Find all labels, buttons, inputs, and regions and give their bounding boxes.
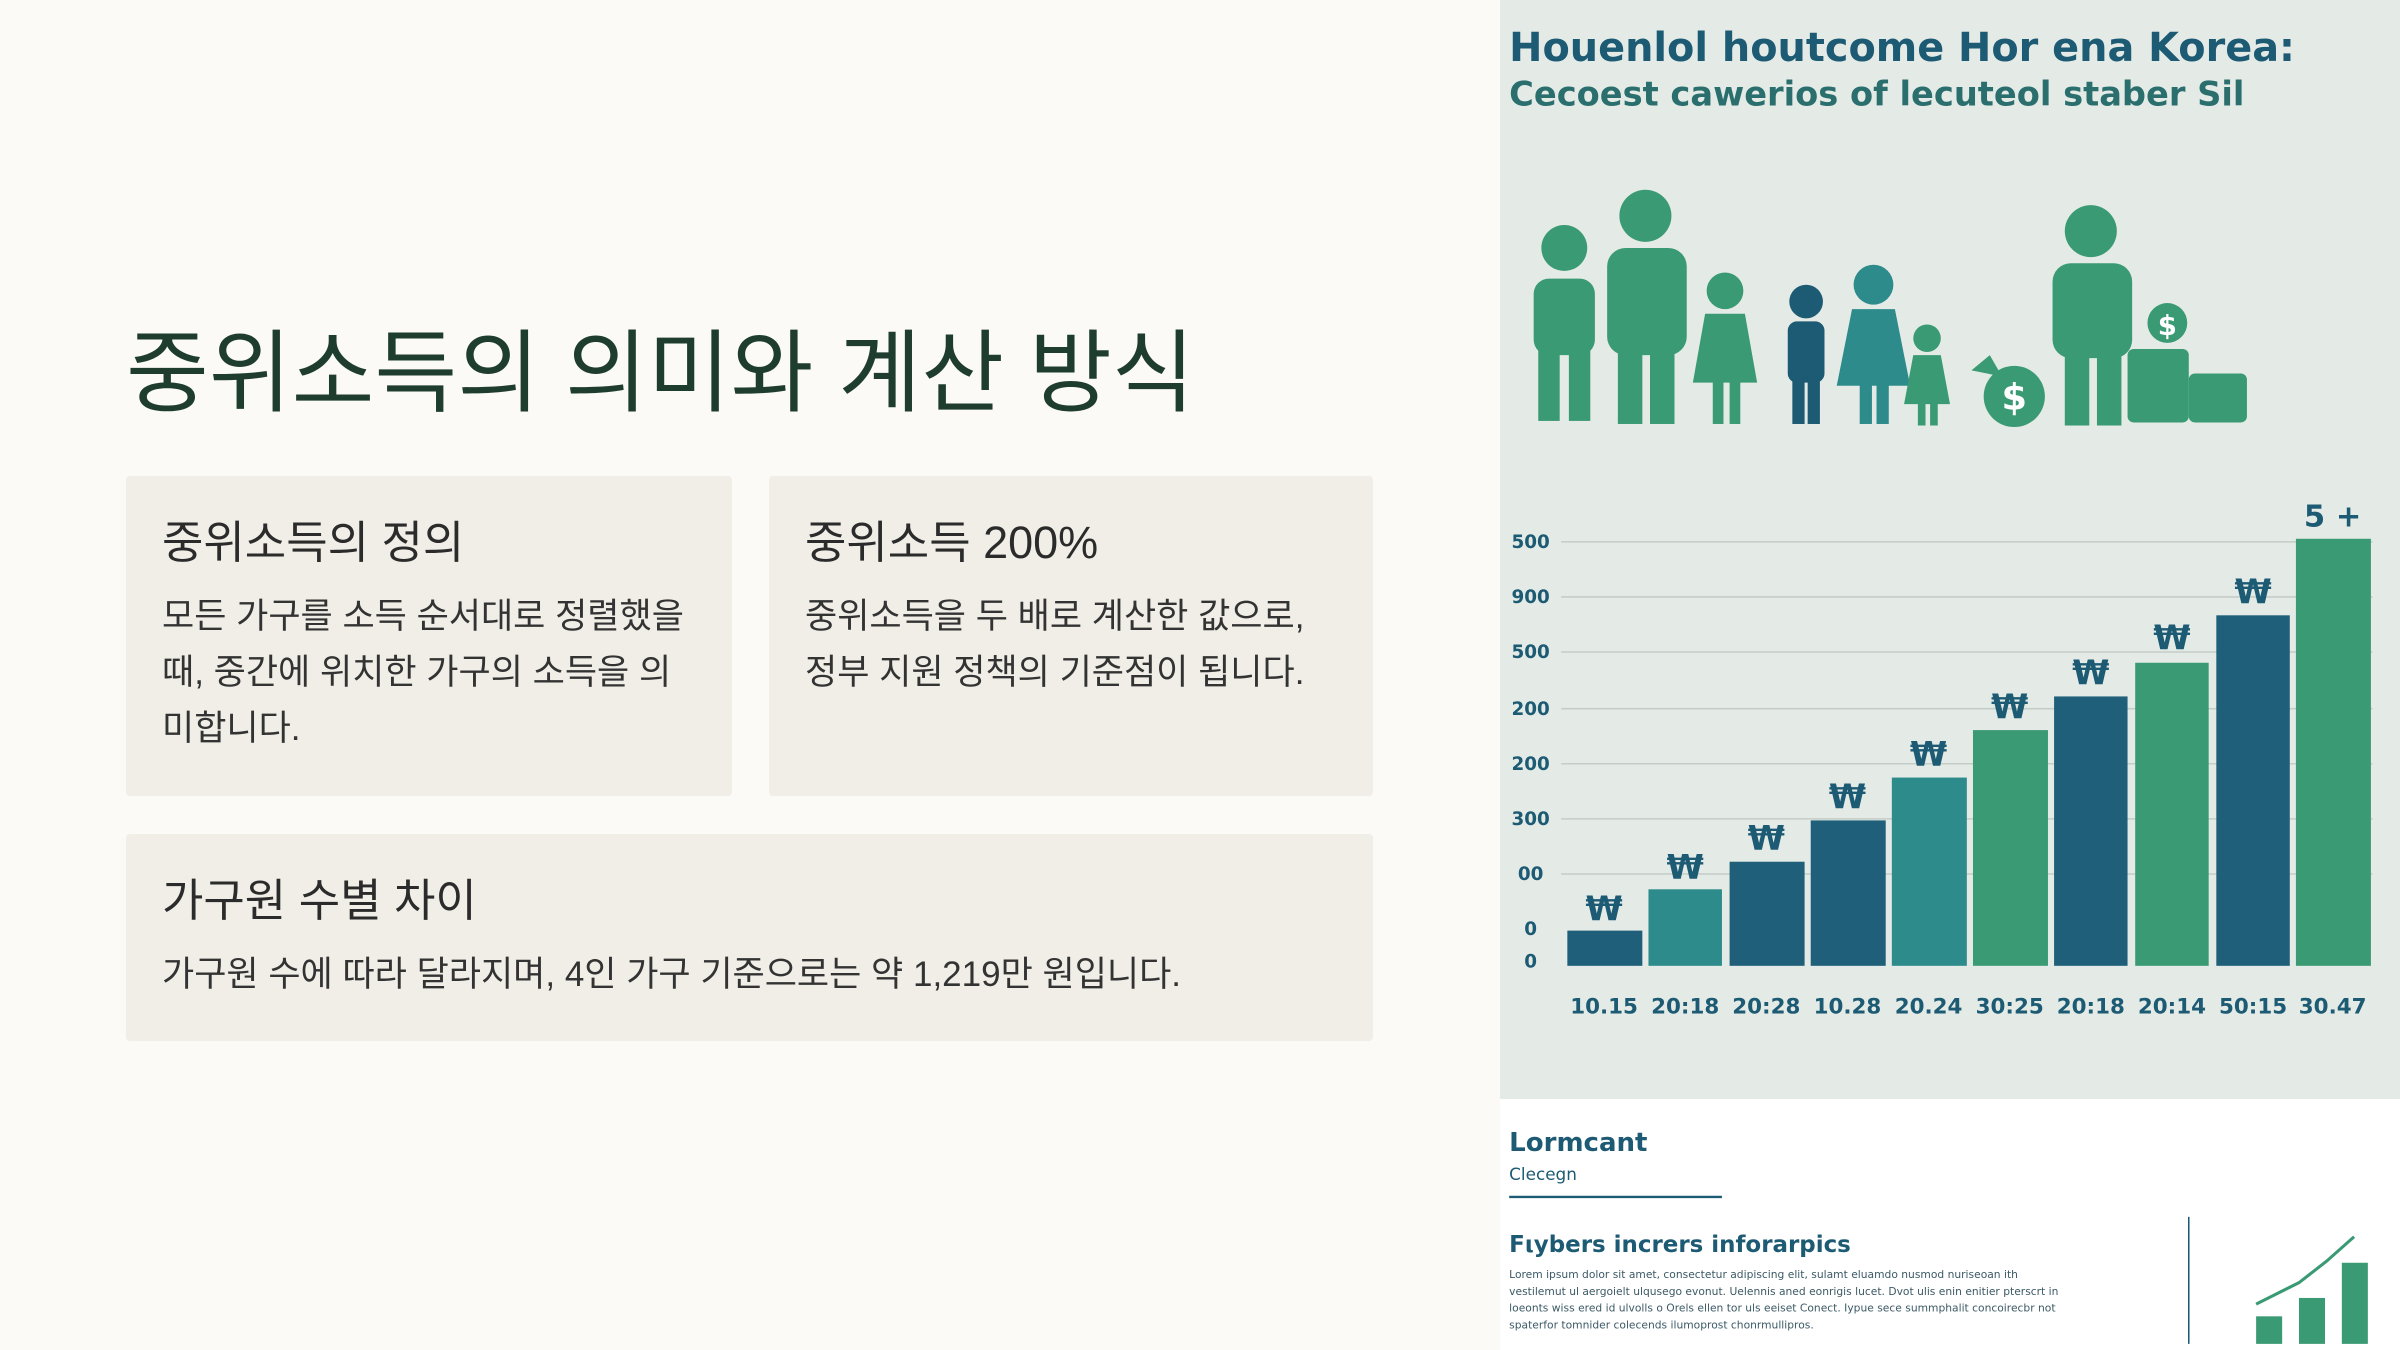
card-body: 모든 가구를 소득 순서대로 정렬했을 때, 중간에 위치한 가구의 소득을 의… (162, 597, 684, 748)
footer-line: vestilemut ul aergoielt ulqusego evonut.… (1509, 1285, 2058, 1298)
y-label: 900 (1511, 587, 1549, 608)
y-label: 200 (1511, 754, 1549, 775)
won-symbol: ₩ (1748, 818, 1785, 857)
footer-bg (1500, 1098, 2400, 1350)
card-heading: 가구원 수별 차이 (162, 875, 477, 926)
footer-heading: Lormcant (1509, 1128, 1647, 1158)
mini-chart (2255, 1235, 2368, 1344)
svg-text:$: $ (2002, 376, 2028, 419)
footer-line: Lorem ipsum dolor sit amet, consectetur … (1509, 1268, 2018, 1281)
svg-text:$: $ (2158, 310, 2177, 342)
won-symbols: ₩ ₩ ₩ ₩ ₩ ₩ ₩ ₩ ₩ (1586, 572, 2272, 928)
x-label: 50:15 (2219, 994, 2287, 1019)
card-body: 가구원 수에 따라 달라지며, 4인 가구 기준으로는 약 1,219만 원입니… (162, 955, 1182, 994)
slide-title: 중위소득의 의미와 계산 방식 (126, 324, 1195, 424)
x-label: 10.15 (1570, 994, 1638, 1019)
image-subtitle: Cecoest cawerios of lecuteol staber Sil (1509, 75, 2244, 114)
x-label: 10.28 (1814, 994, 1882, 1019)
image-title: Houenlol houtcome Hor ena Korea: (1509, 25, 2295, 71)
card-heading: 중위소득의 정의 (162, 517, 465, 568)
x-label: 20:18 (1651, 994, 1719, 1019)
won-symbol: ₩ (1667, 848, 1704, 887)
footer-section-title: Fιybers incrers inforarpics (1509, 1232, 1851, 1258)
card-body: 중위소득을 두 배로 계산한 값으로, 정부 지원 정책의 기준점이 됩니다. (805, 597, 1305, 692)
bars (1567, 538, 2371, 966)
won-symbol: ₩ (2153, 618, 2190, 657)
won-symbol: ₩ (1991, 687, 2028, 726)
x-label: 30:25 (1976, 994, 2044, 1019)
footer-subheading: Clecegn (1509, 1164, 1577, 1184)
won-symbol: ₩ (1910, 734, 1947, 773)
footer-line: spaterfor tomnider colecends ilumoprost … (1509, 1319, 1814, 1332)
x-label: 20:28 (1732, 994, 1800, 1019)
footer-line: loeonts wiss ered id ulvolls o Orels ell… (1509, 1302, 2055, 1315)
x-label: 20.24 (1895, 994, 1963, 1019)
people-icons: $ $ (1533, 189, 2247, 428)
x-labels: 10.15 20:18 20:28 10.28 20.24 30:25 20:18 20:14… (1570, 994, 2366, 1019)
card-heading: 중위소득 200% (805, 517, 1099, 568)
y-label: 300 (1511, 809, 1549, 830)
x-label: 20:14 (2138, 994, 2206, 1019)
y-label: 0 (1524, 951, 1537, 972)
y-label: 500 (1511, 532, 1549, 553)
won-symbol: ₩ (2234, 572, 2271, 611)
x-label: 20:18 (2057, 994, 2125, 1019)
y-label: 0 (1524, 919, 1537, 940)
infographic: Houenlol houtcome Hor ena Korea: Cecoest… (1500, 0, 2400, 1350)
card: 중위소득 200% 중위소득을 두 배로 계산한 값으로, 정부 지원 정책의 … (769, 476, 1373, 796)
y-label: 200 (1511, 699, 1549, 720)
won-symbol: ₩ (2072, 653, 2109, 692)
won-symbol: ₩ (1829, 777, 1866, 816)
y-label: 00 (1518, 864, 1544, 885)
card: 중위소득의 정의 모든 가구를 소득 순서대로 정렬했을 때, 중간에 위치한 … (126, 476, 732, 796)
x-label: 30.47 (2299, 994, 2367, 1019)
top-label: 5 + (2304, 500, 2362, 535)
y-label: 500 (1511, 642, 1549, 663)
won-symbol: ₩ (1586, 889, 1623, 928)
card: 가구원 수별 차이 가구원 수에 따라 달라지며, 4인 가구 기준으로는 약 … (126, 834, 1373, 1041)
footer-body: Lorem ipsum dolor sit amet, consectetur … (1509, 1268, 2058, 1332)
